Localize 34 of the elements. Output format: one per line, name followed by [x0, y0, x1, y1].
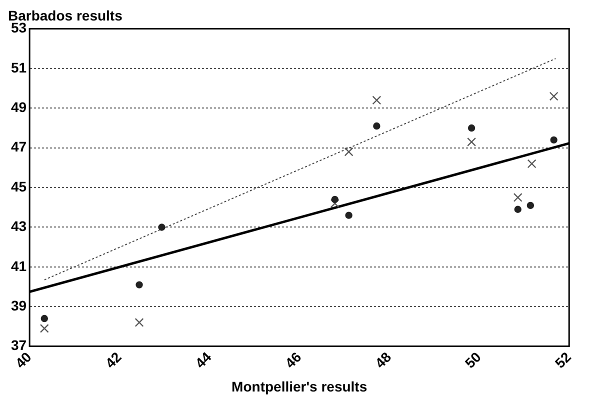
point [134, 318, 144, 327]
point [513, 192, 522, 202]
x-tick-label: 50 [462, 348, 484, 372]
y-tick-label: 43 [10, 218, 27, 234]
point [372, 96, 382, 105]
point [549, 92, 558, 101]
y-tick-label: 37 [10, 337, 27, 354]
point [331, 196, 338, 204]
point [467, 137, 476, 146]
point [40, 314, 48, 322]
point [40, 324, 49, 333]
point [345, 212, 352, 219]
x-tick-label: 48 [372, 348, 394, 372]
x-axis-title: Montpellier's results [232, 378, 368, 394]
y-tick-label: 47 [10, 138, 27, 155]
point [136, 281, 143, 288]
x-tick-label: 46 [282, 348, 304, 372]
point [468, 124, 476, 132]
y-tick-label: 45 [10, 178, 27, 194]
y-tick-label: 51 [10, 59, 27, 76]
point [344, 147, 354, 156]
point [527, 159, 536, 168]
x-tick-label: 52 [552, 348, 574, 372]
y-tick-label: 41 [10, 258, 27, 274]
point [158, 224, 166, 231]
point [550, 136, 558, 144]
point [526, 202, 534, 210]
point [330, 198, 340, 208]
y-tick-label: 39 [10, 297, 27, 314]
x-tick-label: 42 [102, 348, 124, 372]
point [514, 206, 522, 213]
y-tick-label: 49 [10, 99, 27, 116]
x-tick-label: 44 [192, 348, 214, 372]
point [373, 122, 380, 130]
